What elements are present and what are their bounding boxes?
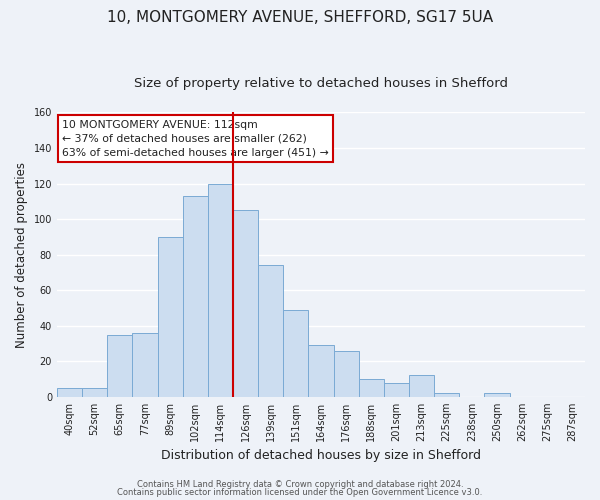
Bar	[107, 334, 133, 397]
Bar	[334, 350, 359, 397]
Bar	[434, 394, 459, 397]
Bar	[409, 376, 434, 397]
Bar	[484, 394, 509, 397]
Bar	[384, 382, 409, 397]
Bar	[158, 237, 182, 397]
X-axis label: Distribution of detached houses by size in Shefford: Distribution of detached houses by size …	[161, 450, 481, 462]
Bar	[233, 210, 258, 397]
Bar	[208, 184, 233, 397]
Bar	[308, 346, 334, 397]
Bar	[82, 388, 107, 397]
Bar	[182, 196, 208, 397]
Bar	[258, 266, 283, 397]
Text: Contains HM Land Registry data © Crown copyright and database right 2024.: Contains HM Land Registry data © Crown c…	[137, 480, 463, 489]
Y-axis label: Number of detached properties: Number of detached properties	[15, 162, 28, 348]
Bar	[57, 388, 82, 397]
Text: Contains public sector information licensed under the Open Government Licence v3: Contains public sector information licen…	[118, 488, 482, 497]
Bar	[283, 310, 308, 397]
Title: Size of property relative to detached houses in Shefford: Size of property relative to detached ho…	[134, 78, 508, 90]
Text: 10 MONTGOMERY AVENUE: 112sqm
← 37% of detached houses are smaller (262)
63% of s: 10 MONTGOMERY AVENUE: 112sqm ← 37% of de…	[62, 120, 329, 158]
Bar	[133, 333, 158, 397]
Text: 10, MONTGOMERY AVENUE, SHEFFORD, SG17 5UA: 10, MONTGOMERY AVENUE, SHEFFORD, SG17 5U…	[107, 10, 493, 25]
Bar	[359, 379, 384, 397]
